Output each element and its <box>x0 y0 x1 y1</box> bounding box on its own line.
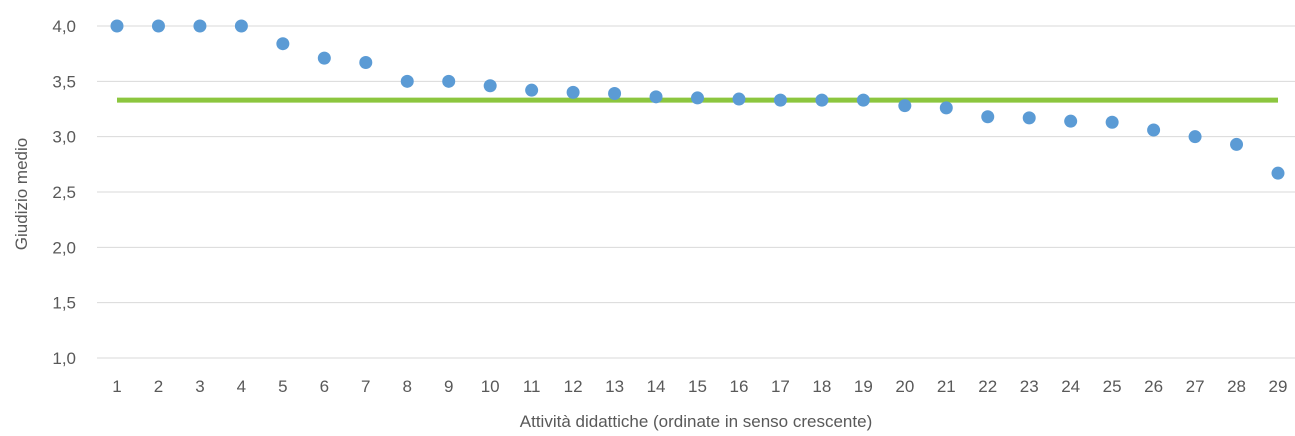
y-tick-label: 2,5 <box>52 183 76 202</box>
x-tick-label: 18 <box>812 377 831 396</box>
x-tick-label: 7 <box>361 377 370 396</box>
data-point <box>691 91 704 105</box>
data-point <box>566 85 580 99</box>
data-point <box>649 90 663 104</box>
x-tick-label: 22 <box>978 377 997 396</box>
x-tick-label: 3 <box>195 377 204 396</box>
data-point <box>898 99 912 113</box>
data-point <box>1271 166 1285 180</box>
x-tick-label: 2 <box>154 377 163 396</box>
data-point <box>1105 115 1119 129</box>
data-point <box>856 93 870 107</box>
y-axis-ticks: 1,0 1,5 2,0 2,5 3,0 3,5 4,0 <box>52 17 76 368</box>
data-point <box>359 56 373 70</box>
gridlines <box>97 25 1295 359</box>
data-point <box>110 19 124 33</box>
x-tick-label: 20 <box>895 377 914 396</box>
y-axis-title: Giudizio medio <box>12 138 31 250</box>
x-tick-label: 26 <box>1144 377 1163 396</box>
x-tick-label: 25 <box>1103 377 1122 396</box>
y-tick-label: 1,5 <box>52 294 76 313</box>
data-point <box>815 93 829 107</box>
data-point <box>1188 130 1202 144</box>
x-tick-label: 6 <box>320 377 329 396</box>
x-axis-title: Attività didattiche (ordinate in senso c… <box>520 412 872 431</box>
data-point <box>193 19 207 33</box>
x-tick-label: 5 <box>278 377 287 396</box>
data-point <box>773 93 787 107</box>
x-tick-label: 11 <box>523 377 541 396</box>
y-tick-label: 3,5 <box>52 72 76 91</box>
data-point <box>151 19 165 33</box>
data-point <box>981 110 995 124</box>
x-tick-label: 14 <box>647 377 666 396</box>
data-point <box>1147 123 1161 137</box>
data-point <box>732 92 746 106</box>
x-tick-label: 9 <box>444 377 453 396</box>
x-tick-label: 4 <box>237 377 246 396</box>
x-tick-label: 16 <box>730 377 749 396</box>
data-point <box>1064 114 1078 128</box>
data-points <box>110 19 1285 180</box>
data-point <box>234 19 248 33</box>
data-point <box>1230 137 1244 151</box>
x-tick-label: 13 <box>605 377 624 396</box>
x-axis-ticks: 1 2 3 4 5 6 7 8 9 10 11 12 13 14 15 16 17 18 19 20 21 22 23 24 2… <box>112 377 1287 396</box>
data-point <box>442 74 456 88</box>
x-tick-label: 10 <box>481 377 500 396</box>
x-tick-label: 8 <box>403 377 412 396</box>
x-tick-label: 12 <box>564 377 583 396</box>
data-point <box>483 79 497 93</box>
x-tick-label: 15 <box>688 377 707 396</box>
data-point <box>608 87 622 101</box>
x-tick-label: 29 <box>1269 377 1288 396</box>
x-tick-label: 17 <box>771 377 790 396</box>
x-tick-label: 21 <box>937 377 956 396</box>
data-point <box>276 37 290 51</box>
y-tick-label: 1,0 <box>52 349 76 368</box>
x-tick-label: 27 <box>1186 377 1205 396</box>
data-point <box>317 51 331 65</box>
data-point <box>525 83 539 97</box>
data-point <box>1022 111 1036 125</box>
data-point <box>400 74 414 88</box>
x-tick-label: 23 <box>1020 377 1039 396</box>
x-tick-label: 19 <box>854 377 873 396</box>
data-point <box>939 101 953 115</box>
y-tick-label: 2,0 <box>52 238 76 257</box>
x-tick-label: 1 <box>112 377 121 396</box>
y-tick-label: 3,0 <box>52 128 76 147</box>
x-tick-label: 28 <box>1227 377 1246 396</box>
y-tick-label: 4,0 <box>52 17 76 36</box>
x-tick-label: 24 <box>1061 377 1080 396</box>
